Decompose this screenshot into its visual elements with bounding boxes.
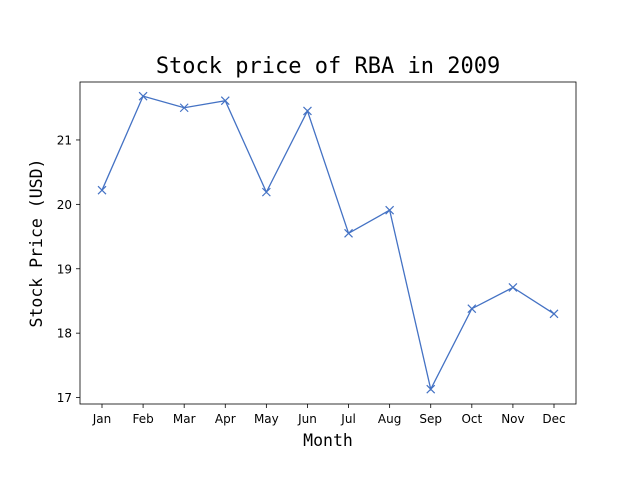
- x-tick-label: Oct: [461, 412, 482, 426]
- y-tick-label: 19: [57, 262, 72, 276]
- data-point-nov: [508, 283, 518, 292]
- x-tick-label: Feb: [132, 412, 153, 426]
- chart-title: Stock price of RBA in 2009: [156, 54, 500, 79]
- data-point-oct: [467, 304, 477, 314]
- data-point-jan: [97, 185, 107, 195]
- y-tick-label: 17: [57, 391, 72, 405]
- x-tick-label: Mar: [173, 412, 196, 426]
- x-tick-label: May: [254, 412, 279, 426]
- data-point-jul: [344, 228, 353, 238]
- y-axis: 17 18 19 20 21: [57, 133, 80, 405]
- data-point-feb: [138, 91, 148, 101]
- data-point-aug: [385, 205, 395, 215]
- x-tick-label: Aug: [378, 412, 401, 426]
- data-point-apr: [220, 96, 230, 106]
- x-tick-label: Jan: [92, 412, 112, 426]
- x-tick-label: Apr: [215, 412, 236, 426]
- x-tick-label: Sep: [419, 412, 442, 426]
- data-point-may: [261, 187, 271, 197]
- y-tick-label: 18: [57, 327, 72, 341]
- data-point-jun: [303, 106, 312, 116]
- x-tick-label: Dec: [542, 412, 565, 426]
- y-tick-label: 20: [57, 198, 72, 212]
- y-tick-label: 21: [57, 133, 72, 147]
- x-tick-label: Nov: [501, 412, 524, 426]
- plot-frame: [79, 81, 577, 405]
- x-axis: Jan Feb Mar Apr May Jun Jul Aug Sep Oct Nov Dec: [92, 404, 566, 426]
- data-point-dec: [549, 309, 559, 319]
- y-axis-label: Stock Price (USD): [27, 159, 46, 328]
- series-line: [101, 95, 555, 392]
- x-axis-label: Month: [303, 431, 353, 450]
- data-point-mar: [179, 103, 189, 113]
- data-point-sep: [426, 384, 436, 394]
- x-tick-label: Jun: [297, 412, 317, 426]
- x-tick-label: Jul: [340, 412, 355, 426]
- series-layer: [97, 91, 559, 394]
